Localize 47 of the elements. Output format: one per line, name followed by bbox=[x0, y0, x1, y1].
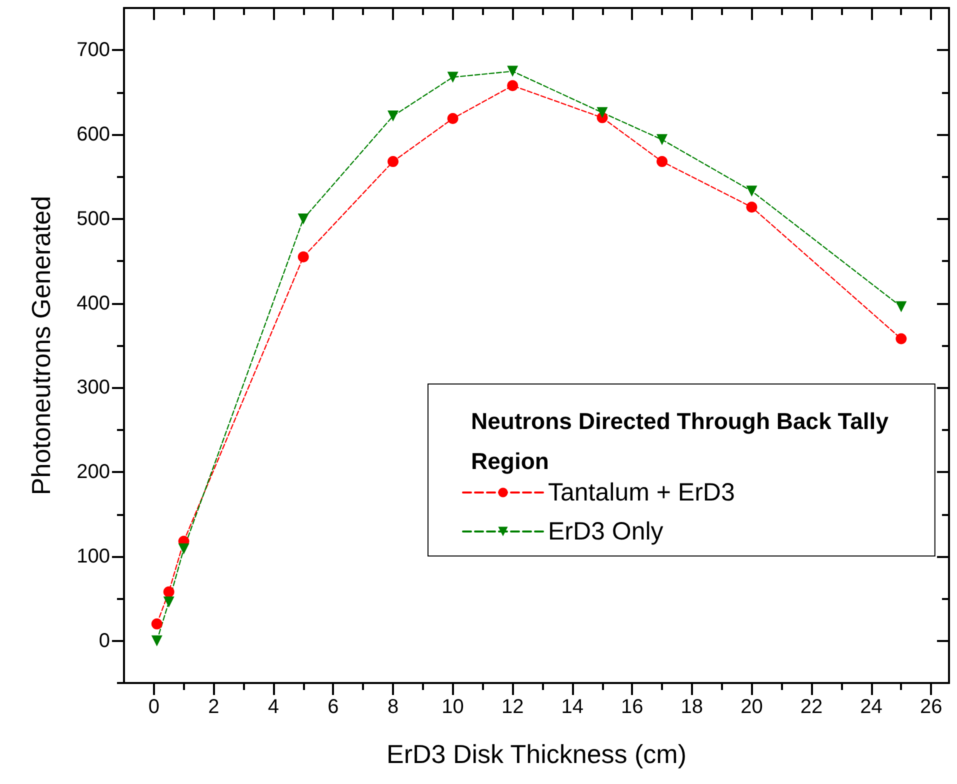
y-tick-label: 600 bbox=[76, 124, 110, 146]
y-tick-label: 0 bbox=[98, 630, 110, 652]
point bbox=[151, 618, 162, 630]
point bbox=[447, 72, 458, 83]
x-tick-label: 0 bbox=[148, 696, 160, 718]
x-tick-label: 14 bbox=[561, 696, 584, 718]
x-tick-label: 20 bbox=[740, 696, 763, 718]
point bbox=[896, 333, 907, 344]
point bbox=[507, 80, 518, 92]
x-tick-label: 4 bbox=[268, 696, 280, 718]
y-tick-label: 400 bbox=[76, 292, 110, 314]
y-tick-label: 100 bbox=[76, 545, 110, 568]
point bbox=[298, 213, 309, 224]
legend-title: Neutrons Directed Through Back Tally Region bbox=[471, 408, 895, 474]
point bbox=[388, 156, 399, 168]
point bbox=[746, 202, 758, 213]
y-tick-label: 200 bbox=[76, 461, 110, 484]
y-tick-label: 300 bbox=[76, 376, 110, 399]
x-tick-label: 6 bbox=[328, 696, 339, 718]
point bbox=[388, 110, 399, 122]
legend-label: Tantalum + ErD3 bbox=[548, 478, 735, 506]
x-tick-label: 22 bbox=[800, 696, 823, 718]
y-tick-label: 500 bbox=[76, 208, 110, 230]
point bbox=[151, 635, 162, 646]
x-tick-label: 18 bbox=[680, 696, 704, 718]
point bbox=[746, 186, 758, 197]
x-tick-label: 16 bbox=[621, 696, 644, 718]
point bbox=[656, 156, 668, 168]
x-tick-label: 8 bbox=[387, 696, 399, 718]
y-axis-title: Photoneutrons Generated bbox=[26, 196, 56, 496]
point bbox=[896, 301, 907, 312]
point bbox=[656, 134, 668, 146]
x-tick-label: 24 bbox=[860, 696, 882, 718]
x-axis-title: ErD3 Disk Thickness (cm) bbox=[386, 739, 687, 769]
point bbox=[178, 543, 190, 554]
point bbox=[298, 251, 309, 262]
point bbox=[596, 107, 608, 118]
point bbox=[163, 596, 174, 608]
point bbox=[447, 113, 458, 124]
point bbox=[507, 66, 518, 77]
x-tick-label: 26 bbox=[920, 696, 942, 718]
x-tick-label: 2 bbox=[208, 696, 220, 718]
x-tick-label: 12 bbox=[501, 696, 524, 718]
x-tick-label: 10 bbox=[442, 696, 464, 718]
legend-label: ErD3 Only bbox=[548, 518, 664, 546]
point bbox=[163, 586, 174, 598]
y-tick-label: 700 bbox=[76, 39, 110, 62]
